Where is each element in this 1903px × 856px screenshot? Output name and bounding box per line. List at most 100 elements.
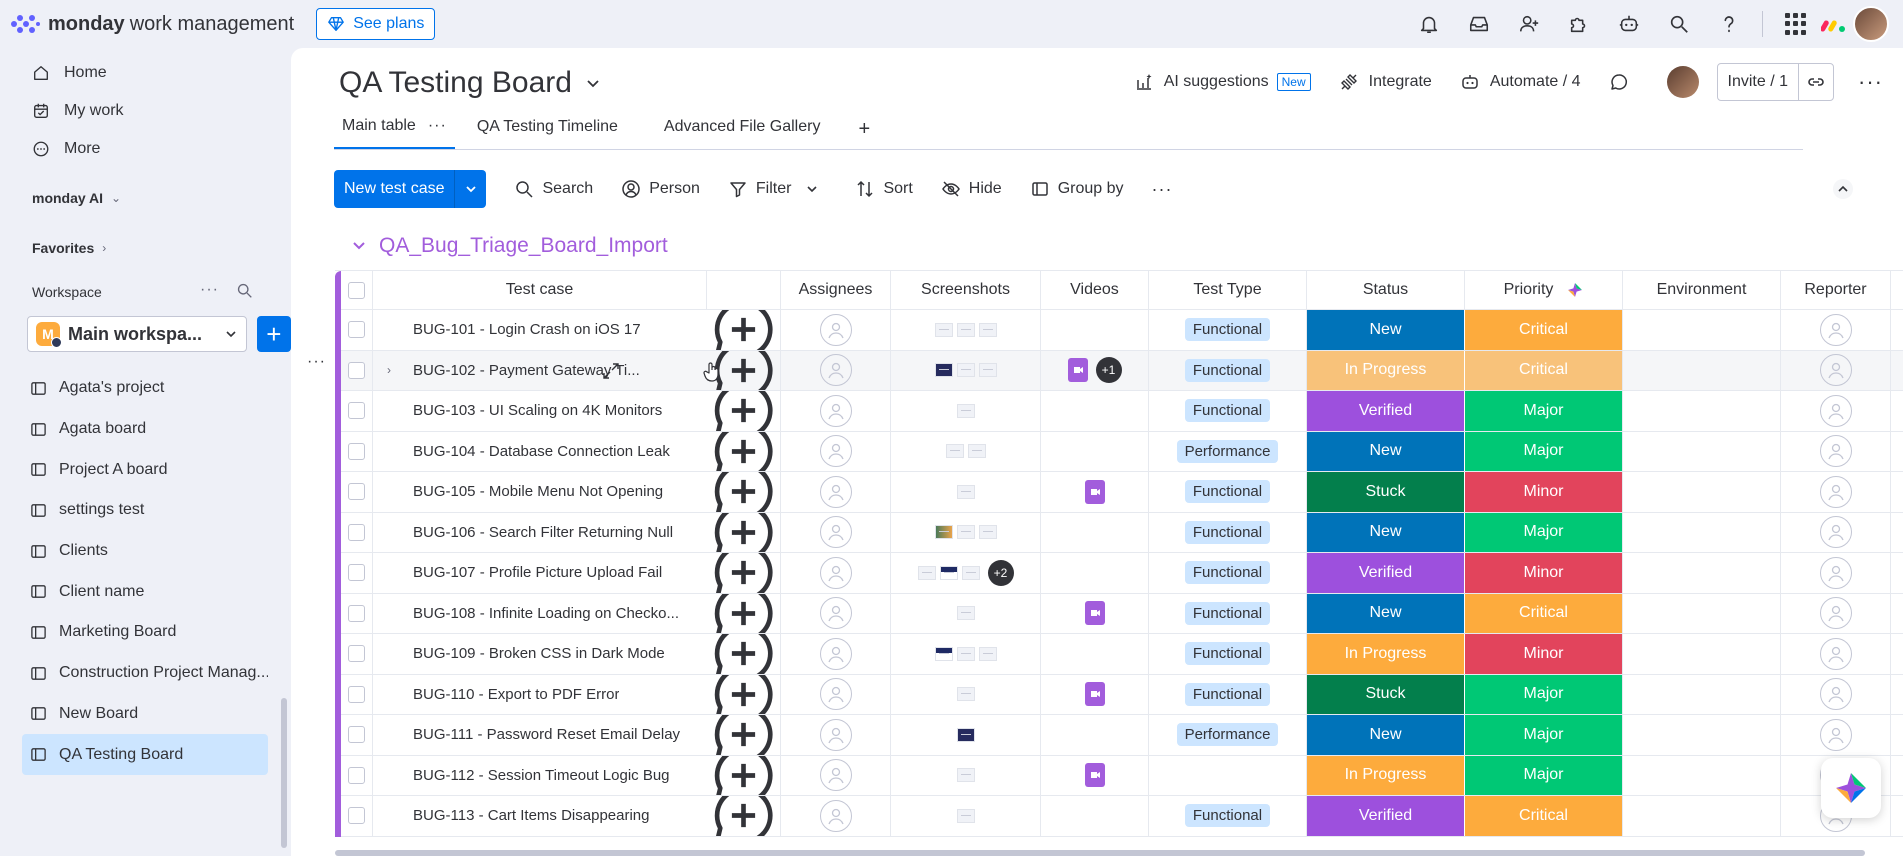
screenshot-thumbnail[interactable] <box>961 565 980 580</box>
integrate-button[interactable]: Integrate <box>1339 72 1432 92</box>
videos-cell[interactable] <box>1041 431 1149 471</box>
screenshot-thumbnail[interactable] <box>956 525 975 540</box>
updates-cell[interactable] <box>707 755 781 795</box>
screenshot-thumbnail[interactable] <box>978 322 997 337</box>
sidebar-board-item[interactable]: Agata board <box>0 409 268 450</box>
assignees-cell[interactable] <box>781 431 891 471</box>
reporter-cell[interactable] <box>1781 310 1891 350</box>
monday-ai-section[interactable]: monday AI ⌄ <box>0 180 291 216</box>
assignees-cell[interactable] <box>781 634 891 674</box>
test-type-cell[interactable]: Functional <box>1149 634 1307 674</box>
apps-marketplace-button[interactable] <box>1554 4 1604 44</box>
environment-cell[interactable] <box>1623 674 1781 714</box>
search-everything-button[interactable] <box>1654 4 1704 44</box>
screenshots-cell[interactable] <box>891 796 1041 836</box>
environment-cell[interactable] <box>1623 472 1781 512</box>
new-test-case-button[interactable]: New test case <box>344 180 445 197</box>
priority-cell[interactable]: Critical <box>1465 796 1623 836</box>
priority-cell[interactable]: Minor <box>1465 472 1623 512</box>
apps-grid-button[interactable] <box>1771 4 1821 44</box>
sidebar-board-item[interactable]: Construction Project Manag... <box>0 653 268 694</box>
row-checkbox[interactable] <box>348 726 365 744</box>
environment-cell[interactable] <box>1623 593 1781 633</box>
test-type-cell[interactable]: Functional <box>1149 593 1307 633</box>
test-type-cell[interactable]: Functional <box>1149 796 1307 836</box>
tab-advanced-file-gallery[interactable]: Advanced File Gallery <box>656 115 829 149</box>
updates-cell[interactable] <box>707 472 781 512</box>
table-row[interactable]: BUG-107 - Profile Picture Upload Fail +2 F… <box>335 553 1903 594</box>
invite-button[interactable]: Invite / 1 <box>1718 64 1800 100</box>
assignees-cell[interactable] <box>781 674 891 714</box>
sidebar-board-item[interactable]: Project A board <box>0 449 268 490</box>
status-cell[interactable]: Verified <box>1307 796 1465 836</box>
sidebar-board-item[interactable]: QA Testing Board <box>22 734 268 775</box>
screenshots-cell[interactable] <box>891 472 1041 512</box>
board-more-button[interactable]: ··· <box>1858 69 1883 94</box>
table-row[interactable]: BUG-110 - Export to PDF Error Functional S… <box>335 674 1903 715</box>
status-cell[interactable]: New <box>1307 310 1465 350</box>
environment-cell[interactable] <box>1623 796 1781 836</box>
test-case-cell[interactable]: BUG-101 - Login Crash on iOS 17 <box>373 310 707 350</box>
workspace-selector[interactable]: M Main workspa... <box>27 316 247 352</box>
col-header-assignees[interactable]: Assignees <box>781 271 891 309</box>
screenshot-thumbnail[interactable] <box>934 525 953 540</box>
video-file-icon[interactable] <box>1084 763 1105 788</box>
status-cell[interactable]: In Progress <box>1307 755 1465 795</box>
test-case-cell[interactable]: BUG-104 - Database Connection Leak <box>373 432 707 472</box>
chevron-down-icon[interactable] <box>351 238 367 254</box>
status-cell[interactable]: Verified <box>1307 553 1465 593</box>
test-type-cell[interactable]: Performance <box>1149 715 1307 755</box>
test-type-cell[interactable]: Functional <box>1149 310 1307 350</box>
reporter-cell[interactable] <box>1781 593 1891 633</box>
environment-cell[interactable] <box>1623 553 1781 593</box>
table-row[interactable]: BUG-103 - UI Scaling on 4K Monitors Funct… <box>335 391 1903 432</box>
test-case-cell[interactable]: BUG-105 - Mobile Menu Not Opening <box>373 472 707 512</box>
updates-cell[interactable] <box>707 310 781 350</box>
group-by-button[interactable]: Group by <box>1030 179 1124 199</box>
videos-cell[interactable] <box>1041 512 1149 552</box>
screenshots-cell[interactable] <box>891 431 1041 471</box>
table-row[interactable]: BUG-111 - Password Reset Email Delay Perf… <box>335 715 1903 756</box>
test-case-cell[interactable]: BUG-111 - Password Reset Email Delay <box>373 715 707 755</box>
assignees-cell[interactable] <box>781 553 891 593</box>
user-avatar[interactable] <box>1853 6 1889 42</box>
test-type-cell[interactable]: Performance <box>1149 431 1307 471</box>
nav-my-work[interactable]: My work <box>0 92 291 130</box>
tab-qa-testing-timeline[interactable]: QA Testing Timeline <box>469 115 626 149</box>
screenshots-cell[interactable] <box>891 674 1041 714</box>
tab-main-table[interactable]: Main table ··· <box>334 115 455 149</box>
environment-cell[interactable] <box>1623 512 1781 552</box>
table-row[interactable]: BUG-101 - Login Crash on iOS 17 Functiona… <box>335 310 1903 351</box>
toolbar-more-button[interactable]: ··· <box>1151 178 1173 199</box>
sidebar-board-item[interactable]: Marketing Board <box>0 612 268 653</box>
workspace-options-button[interactable]: ··· <box>200 281 219 298</box>
screenshots-cell[interactable] <box>891 310 1041 350</box>
row-checkbox[interactable] <box>348 442 365 460</box>
row-checkbox[interactable] <box>348 807 365 825</box>
sidebar-board-item[interactable]: settings test <box>0 490 268 531</box>
screenshot-thumbnail[interactable] <box>978 646 997 661</box>
environment-cell[interactable] <box>1623 350 1781 390</box>
screenshot-thumbnail[interactable] <box>978 525 997 540</box>
test-type-cell[interactable]: Functional <box>1149 674 1307 714</box>
environment-cell[interactable] <box>1623 310 1781 350</box>
status-cell[interactable]: New <box>1307 715 1465 755</box>
screenshot-thumbnail[interactable] <box>934 363 953 378</box>
col-header-reporter[interactable]: Reporter <box>1781 271 1891 309</box>
ai-assistant-button[interactable] <box>1604 4 1654 44</box>
reporter-cell[interactable] <box>1781 472 1891 512</box>
table-row[interactable]: BUG-109 - Broken CSS in Dark Mode Functio… <box>335 634 1903 675</box>
priority-cell[interactable]: Minor <box>1465 553 1623 593</box>
open-item-icon[interactable] <box>601 361 621 381</box>
environment-cell[interactable] <box>1623 715 1781 755</box>
environment-cell[interactable] <box>1623 634 1781 674</box>
col-header-environment[interactable]: Environment <box>1623 271 1781 309</box>
screenshot-thumbnail[interactable] <box>967 444 986 459</box>
person-filter-button[interactable]: Person <box>621 179 700 199</box>
screenshot-thumbnail[interactable] <box>934 322 953 337</box>
nav-home[interactable]: Home <box>0 54 291 92</box>
priority-cell[interactable]: Major <box>1465 512 1623 552</box>
new-item-dropdown-button[interactable] <box>454 170 486 208</box>
horizontal-scrollbar[interactable] <box>335 850 1865 856</box>
reporter-cell[interactable] <box>1781 674 1891 714</box>
